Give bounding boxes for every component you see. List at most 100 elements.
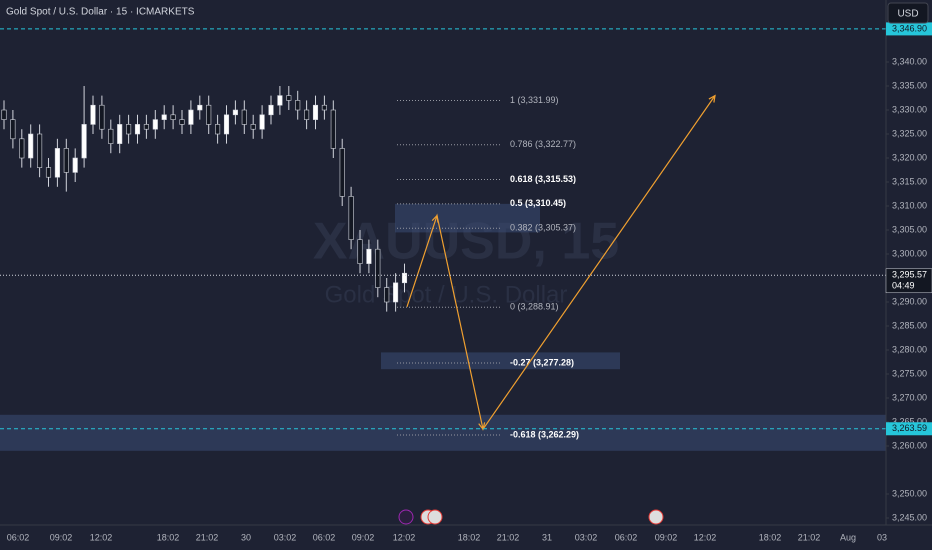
x-tick-label: 12:02	[90, 532, 113, 542]
x-tick-label: 06:02	[7, 532, 30, 542]
candle-body	[375, 248, 381, 288]
fib-label: 0.786 (3,322.77)	[510, 139, 576, 149]
currency-label[interactable]: USD	[897, 9, 918, 20]
candle-body	[206, 104, 212, 125]
x-tick-label: 18:02	[458, 532, 481, 542]
candle-body	[366, 248, 372, 264]
candle-body	[339, 148, 345, 197]
zone	[0, 414, 886, 451]
x-tick-label: 18:02	[759, 532, 782, 542]
candle-body	[215, 124, 221, 135]
x-tick-label: 06:02	[615, 532, 638, 542]
currency-button[interactable]	[887, 2, 929, 24]
candle-body	[99, 104, 105, 130]
y-tick-label: 3,340.00	[892, 56, 927, 66]
y-tick-label: 3,330.00	[892, 104, 927, 114]
y-tick-label: 3,320.00	[892, 152, 927, 162]
event-icon[interactable]	[648, 509, 664, 525]
fib-label: 0.5 (3,310.45)	[510, 198, 566, 208]
candle-body	[45, 167, 52, 178]
candle-body	[295, 100, 301, 111]
x-tick-label: 03:02	[575, 532, 598, 542]
candle-body	[161, 114, 167, 120]
candle-body	[108, 128, 114, 144]
x-tick-label: 21:02	[196, 532, 219, 542]
y-tick-label: 3,265.00	[892, 416, 927, 426]
x-tick-label: 03:02	[274, 532, 297, 542]
candle-body	[72, 157, 78, 173]
fib-label: 0 (3,288.91)	[510, 302, 559, 312]
fib-label: 1 (3,331.99)	[510, 95, 559, 105]
candle-body	[223, 114, 230, 135]
x-tick-label: 09:02	[50, 532, 73, 542]
fib-label: 0.382 (3,305.37)	[510, 223, 576, 233]
candle-body	[126, 124, 132, 135]
candle-body	[63, 148, 69, 173]
countdown-label: 04:49	[892, 281, 915, 291]
candle-body	[401, 272, 408, 284]
price-tag	[886, 422, 932, 436]
candle-body	[250, 124, 256, 130]
price-tag	[886, 22, 932, 36]
fib-label: -0.618 (3,262.29)	[510, 429, 579, 439]
x-tick-label: 06:02	[313, 532, 336, 542]
fib-label: 0.618 (3,315.53)	[510, 174, 576, 184]
candle-body	[348, 196, 354, 240]
x-tick-label: 12:02	[694, 532, 717, 542]
y-tick-label: 3,335.00	[892, 80, 927, 90]
y-tick-label: 3,315.00	[892, 176, 927, 186]
y-tick-label: 3,270.00	[892, 392, 927, 402]
candle-body	[197, 104, 203, 111]
candle-body	[170, 114, 176, 120]
candle-body	[10, 119, 16, 140]
candle-body	[188, 109, 194, 125]
candle-body	[143, 124, 149, 130]
candle-body	[321, 104, 327, 111]
y-tick-label: 3,325.00	[892, 128, 927, 138]
x-tick-label: 09:02	[655, 532, 678, 542]
candle-body	[19, 138, 25, 159]
y-tick-label: 3,300.00	[892, 248, 927, 258]
y-tick-label: 3,245.00	[892, 512, 927, 522]
zone	[381, 352, 620, 370]
candle-body	[81, 124, 87, 159]
watermark-subtitle: Gold Spot / U.S. Dollar	[325, 281, 568, 308]
chart-title: Gold Spot / U.S. Dollar · 15 · ICMARKETS	[6, 7, 195, 18]
candle-body	[259, 114, 265, 130]
projection-arrowhead	[431, 214, 439, 223]
candle-body	[330, 109, 336, 149]
y-tick-label: 3,305.00	[892, 224, 927, 234]
price-tag-label: 3,346.90	[892, 23, 927, 33]
event-icon[interactable]	[398, 509, 414, 525]
x-tick-label: Aug	[840, 532, 856, 542]
candle-body	[117, 124, 123, 144]
projection-arrowhead	[708, 94, 716, 103]
candle-body	[277, 95, 283, 106]
candle-body	[37, 133, 43, 168]
candle-body	[54, 148, 60, 178]
candle-body	[384, 287, 390, 303]
y-tick-label: 3,260.00	[892, 440, 927, 450]
x-tick-label: 21:02	[497, 532, 520, 542]
candle-body	[232, 109, 238, 116]
candle-body	[268, 104, 274, 116]
candle-body	[28, 133, 34, 159]
x-tick-label: 12:02	[393, 532, 416, 542]
y-tick-label: 3,280.00	[892, 344, 927, 354]
y-tick-label: 3,290.00	[892, 296, 927, 306]
price-tag	[885, 268, 932, 294]
x-tick-label: 31	[542, 532, 552, 542]
x-tick-label: 09:02	[352, 532, 375, 542]
plot: 1 (3,331.99) 0.786 (3,322.77) 0.618 (3,315…	[0, 28, 886, 451]
y-tick-label: 3,310.00	[892, 200, 927, 210]
candle-body	[1, 109, 7, 120]
y-tick-label: 3,250.00	[892, 488, 927, 498]
candle-body	[241, 109, 247, 125]
price-tag-label: 3,263.59	[892, 423, 927, 433]
price-tag-label: 3,295.57	[892, 270, 927, 280]
candle-body	[312, 104, 319, 120]
y-tick-label: 3,285.00	[892, 320, 927, 330]
event-icon[interactable]	[427, 509, 443, 525]
candle-body	[134, 124, 141, 135]
